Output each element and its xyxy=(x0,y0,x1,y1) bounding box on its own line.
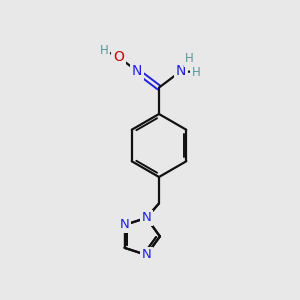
Text: H: H xyxy=(192,66,200,79)
Text: H: H xyxy=(100,44,109,57)
Text: N: N xyxy=(132,64,142,78)
Text: H: H xyxy=(185,52,194,65)
Text: N: N xyxy=(142,248,151,261)
Text: N: N xyxy=(132,64,142,78)
Text: O: O xyxy=(113,50,124,64)
Text: N: N xyxy=(176,64,186,78)
Text: H: H xyxy=(185,52,194,65)
Text: N: N xyxy=(142,212,151,224)
Text: N: N xyxy=(142,212,151,224)
Text: O: O xyxy=(113,50,124,64)
Text: N: N xyxy=(142,248,151,261)
Text: H: H xyxy=(100,44,109,57)
Text: H: H xyxy=(192,66,200,79)
Text: N: N xyxy=(120,218,130,231)
Text: N: N xyxy=(120,218,130,231)
Text: N: N xyxy=(176,64,186,78)
